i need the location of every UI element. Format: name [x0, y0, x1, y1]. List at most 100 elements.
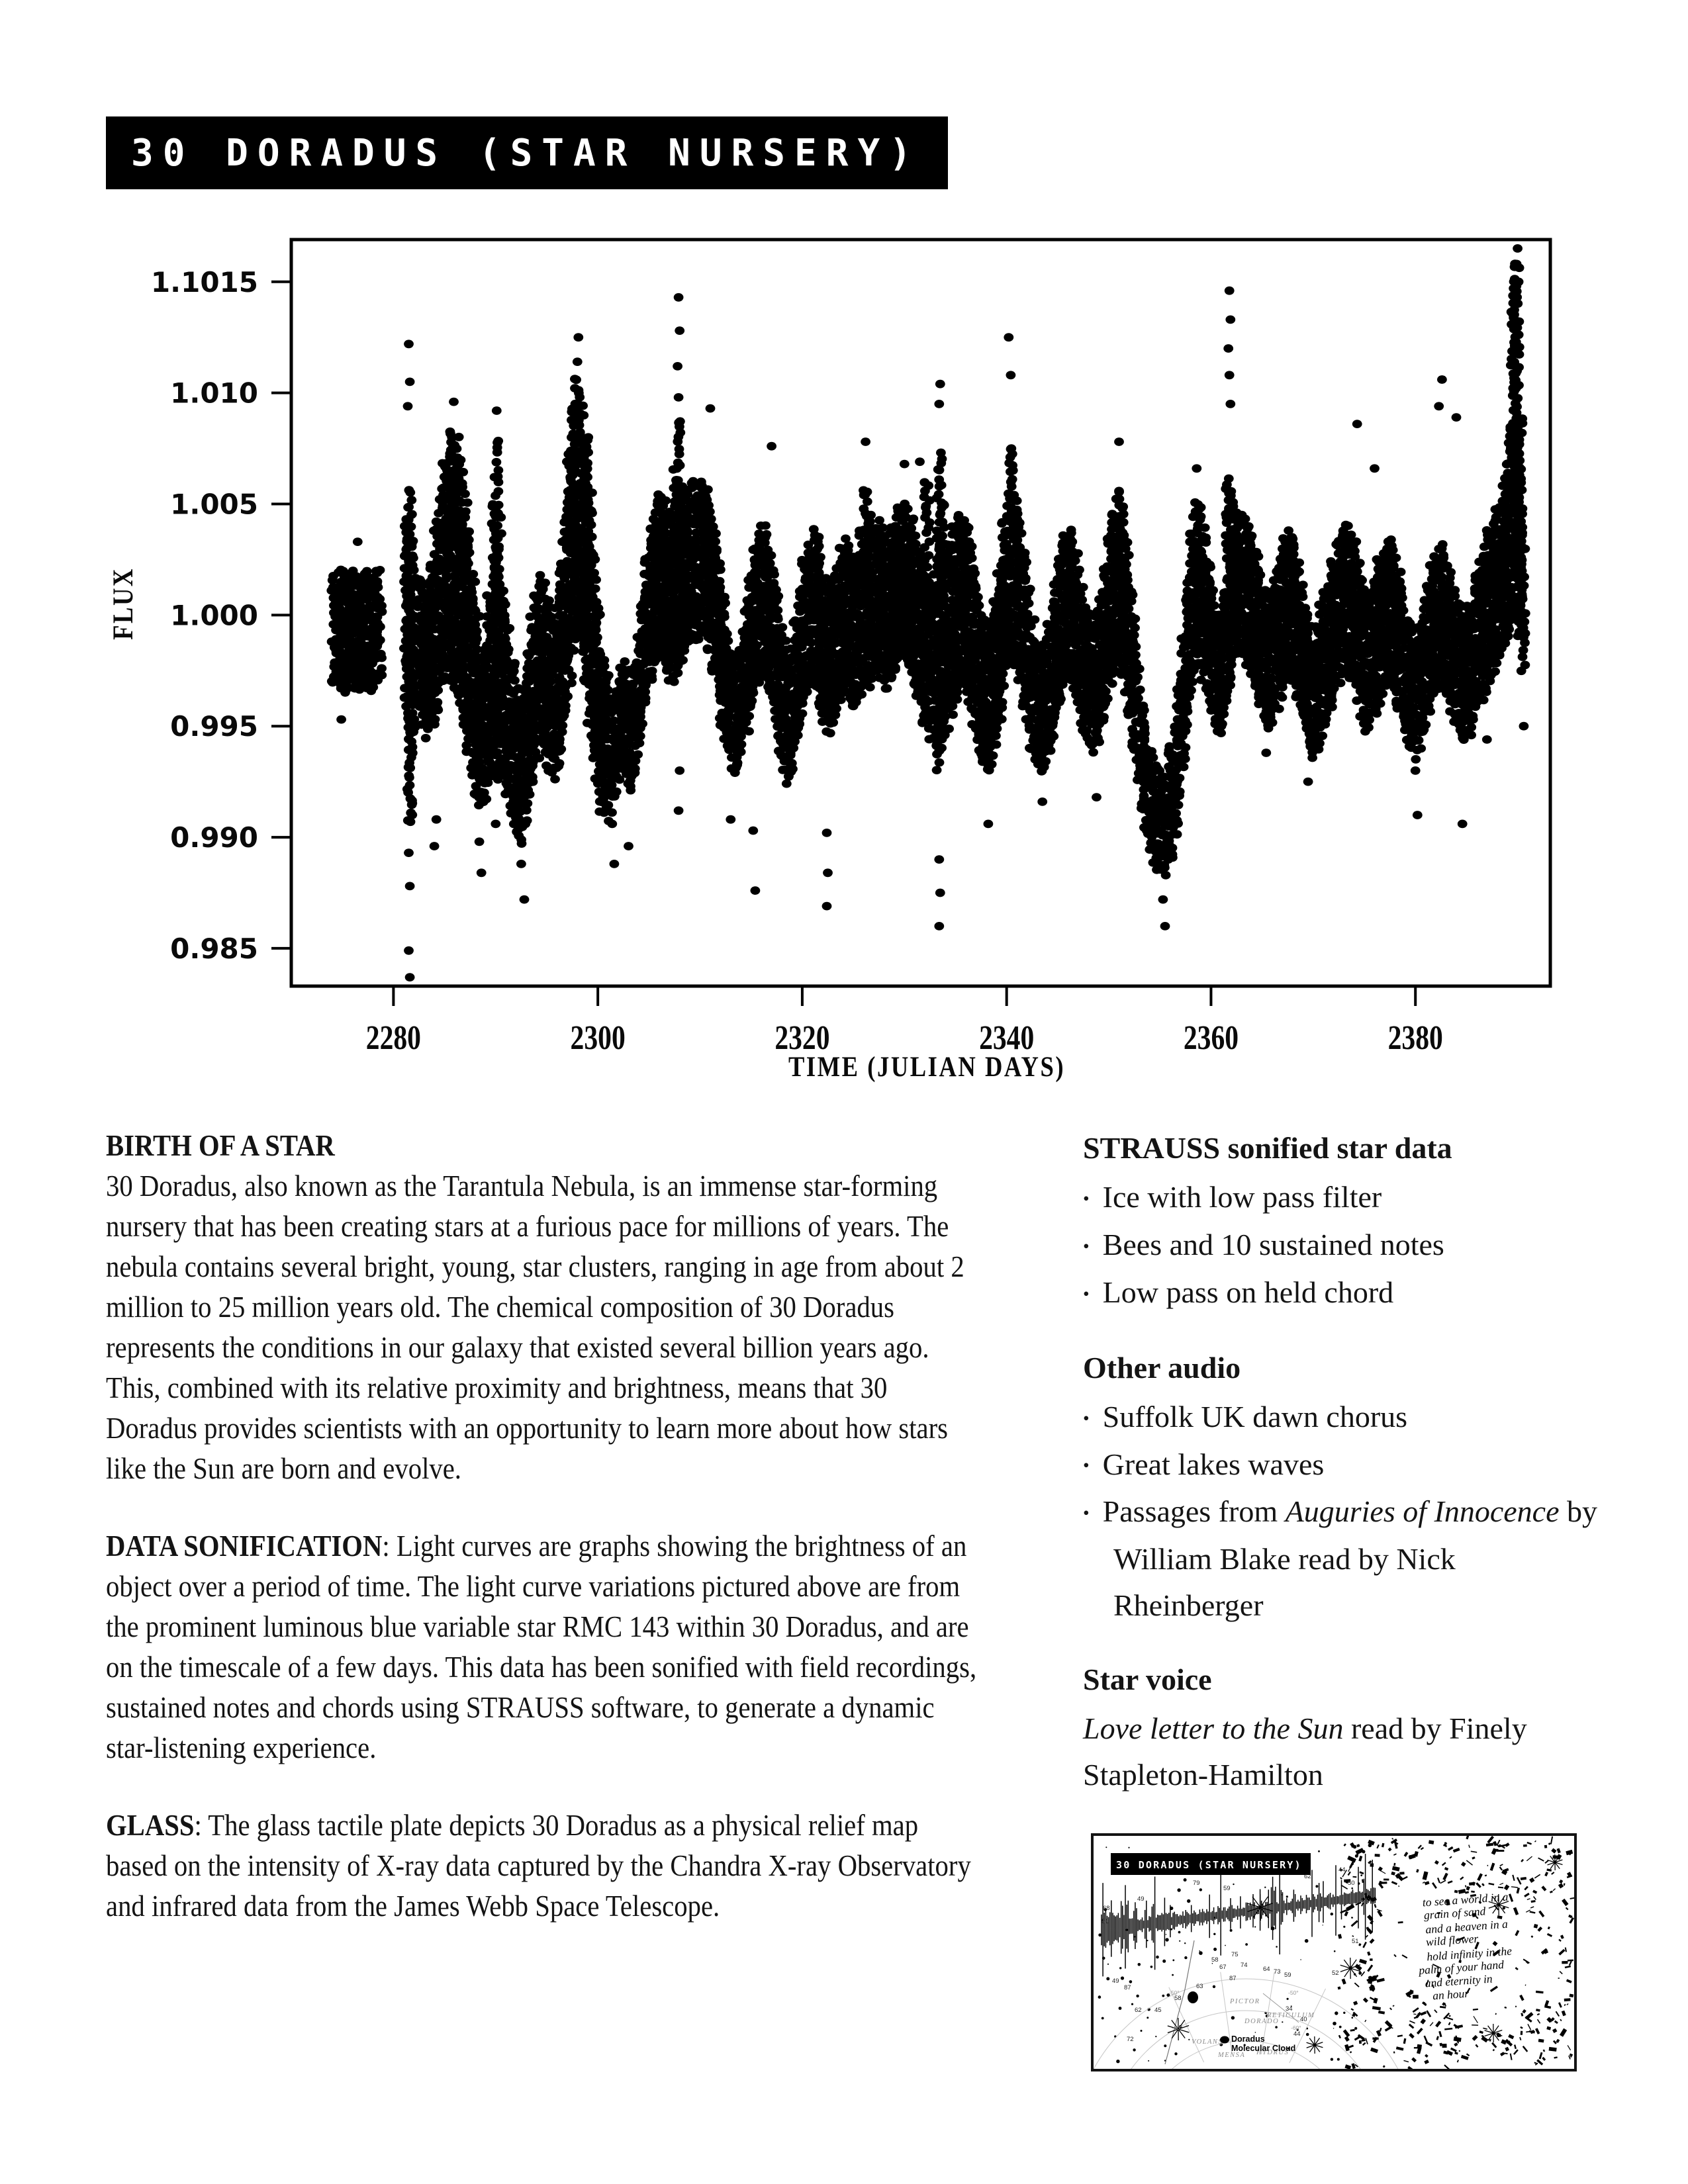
list-item: • Low pass on held chord: [1083, 1269, 1605, 1317]
constellation-label: RETICULUM: [1266, 2012, 1315, 2019]
work-title: Love letter to the Sun: [1083, 1711, 1344, 1746]
star-number: 52: [1332, 1970, 1339, 1977]
star-number: 74: [1241, 1962, 1248, 1969]
section-heading: Other audio: [1083, 1350, 1241, 1385]
star-number: 62: [1135, 2007, 1142, 2014]
constellation-label: HYDRUS: [1256, 2049, 1289, 2056]
star-number: 63: [1196, 1983, 1203, 1990]
section-body: : The glass tactile plate depicts 30 Dor…: [106, 1808, 971, 1923]
title-banner: 30 DORADUS (STAR NURSERY): [106, 116, 948, 189]
y-tick-label: 0.990: [170, 821, 258, 854]
section-other-audio: Other audio • Suffolk UK dawn chorus • Gre…: [1083, 1345, 1605, 1629]
bullet-icon: •: [1083, 1187, 1090, 1208]
light-curve-chart: 1.1015 1.010 1.005 1.000 0.995 0.990 0.985 2280…: [107, 238, 1552, 1083]
y-tick-label: 0.985: [170, 933, 258, 965]
star-number: 73: [1274, 1968, 1281, 1976]
star-voice-text: read by Finely Stapleton-Hamilton: [1083, 1711, 1527, 1792]
x-tick-label: 2300: [571, 1019, 626, 1057]
list-item: • Ice with low pass filter: [1083, 1174, 1605, 1222]
declination-label: -50°: [1169, 1989, 1180, 1996]
chart-ticks: 1.1015 1.010 1.005 1.000 0.995 0.990 0.985 2280…: [151, 266, 1443, 1057]
star-number: 40: [1300, 2016, 1307, 2023]
star-number: 75: [1231, 1951, 1239, 1958]
star-number: 49: [1112, 1978, 1119, 1985]
x-tick-label: 2340: [979, 1019, 1034, 1057]
section-heading: STRAUSS sonified star data: [1083, 1131, 1452, 1165]
star-chart-labels: PICTOR DORADO RETICULUM VOLANS MENSA HYD…: [1192, 1998, 1315, 2059]
y-tick-label: 0.995: [170, 710, 258, 743]
section-glass: GLASS: The glass tactile plate depicts 3…: [106, 1805, 979, 1926]
list-item-title: Auguries of Innocence: [1285, 1494, 1560, 1529]
section-heading: Star voice: [1083, 1662, 1212, 1697]
waveform: [1101, 1854, 1376, 1977]
list-item-text: Low pass on held chord: [1102, 1275, 1394, 1309]
star-number: 44: [1293, 2030, 1301, 2038]
y-tick-label: 1.1015: [151, 266, 258, 298]
cloud-label-line2: Molecular Cloud: [1231, 2044, 1295, 2053]
section-star-voice: Star voice Love letter to the Sun read b…: [1083, 1657, 1605, 1798]
scatter-points: [326, 244, 1530, 981]
star-number: 51: [1102, 1918, 1109, 1925]
right-column: STRAUSS sonified star data • Ice with low…: [1083, 1125, 1605, 1826]
declination-label: -50°: [1288, 1989, 1299, 1996]
constellation-label: VOLANS: [1192, 2038, 1223, 2046]
list-item-text: Passages from: [1102, 1494, 1286, 1529]
y-axis-label: FLUX: [107, 567, 138, 640]
constellation-label: MENSA: [1217, 2052, 1245, 2059]
starburst-icon: [1340, 1957, 1361, 1979]
star-number: 58: [1211, 1956, 1219, 1964]
star-number: 59: [1284, 1972, 1291, 1979]
star-number: 62: [1304, 1873, 1311, 1880]
star-number: 44: [1338, 1866, 1346, 1874]
x-tick-label: 2280: [366, 1019, 421, 1057]
cloud-label-line1: Doradus: [1231, 2034, 1265, 2044]
section-body: : Light curves are graphs showing the br…: [106, 1529, 977, 1764]
starburst-icon: [1167, 2017, 1190, 2041]
list-item: • Bees and 10 sustained notes: [1083, 1222, 1605, 1269]
bullet-icon: •: [1083, 1455, 1090, 1476]
starburst-icon: [1484, 2023, 1503, 2043]
y-tick-label: 1.010: [170, 377, 258, 410]
list-item: • Suffolk UK dawn chorus: [1083, 1394, 1605, 1441]
section-birth-of-a-star: BIRTH OF A STAR 30 Doradus, also known a…: [106, 1125, 979, 1488]
star-number: 67: [1219, 1964, 1227, 1971]
plot-border: [289, 238, 1552, 988]
constellation-label: DORADO: [1244, 2018, 1279, 2025]
star-number: 64: [1263, 1966, 1270, 1973]
mini-title-banner: [1111, 1853, 1311, 1875]
section-heading: BIRTH OF A STAR: [106, 1128, 335, 1162]
x-tick-label: 2380: [1388, 1019, 1443, 1057]
list-item-text: Suffolk UK dawn chorus: [1102, 1399, 1408, 1433]
star-number: 51: [1352, 1938, 1359, 1945]
page-title: 30 DORADUS (STAR NURSERY): [131, 131, 921, 175]
poem-line: wild flower: [1425, 1932, 1479, 1948]
declination-label: -60°: [1172, 2025, 1182, 2031]
poem-line: an hour: [1432, 1987, 1469, 2003]
y-tick-label: 1.005: [170, 488, 258, 521]
y-tick-label: 1.000: [170, 599, 258, 631]
section-data-sonification: DATA SONIFICATION: Light curves are grap…: [106, 1525, 979, 1768]
bullet-icon: •: [1083, 1235, 1090, 1256]
star-number: 59: [1223, 1885, 1231, 1892]
list-item-text: Ice with low pass filter: [1102, 1180, 1382, 1214]
constellation-label: PICTOR: [1229, 1998, 1260, 2005]
star-number: 49: [1137, 1895, 1145, 1903]
section-body: 30 Doradus, also known as the Tarantula …: [106, 1169, 964, 1485]
list-item: • Great lakes waves: [1083, 1441, 1605, 1489]
star-number: 68: [1103, 1905, 1110, 1912]
star-number: 87: [1229, 1975, 1237, 1982]
star-number: 87: [1124, 1984, 1131, 1991]
starburst-icon: [1306, 2036, 1323, 2054]
star-number: 50: [1348, 1880, 1355, 1887]
star-number: 34: [1286, 2005, 1293, 2013]
x-tick-label: 2360: [1184, 1019, 1239, 1057]
star-number: 72: [1127, 2036, 1134, 2043]
x-tick-label: 2320: [774, 1019, 829, 1057]
molecular-cloud-dot: [1220, 2036, 1229, 2044]
list-item: • Passages from Auguries of Innocence by …: [1083, 1488, 1605, 1629]
bullet-icon: •: [1083, 1283, 1090, 1304]
left-column: BIRTH OF A STAR 30 Doradus, also known a…: [106, 1125, 979, 1963]
